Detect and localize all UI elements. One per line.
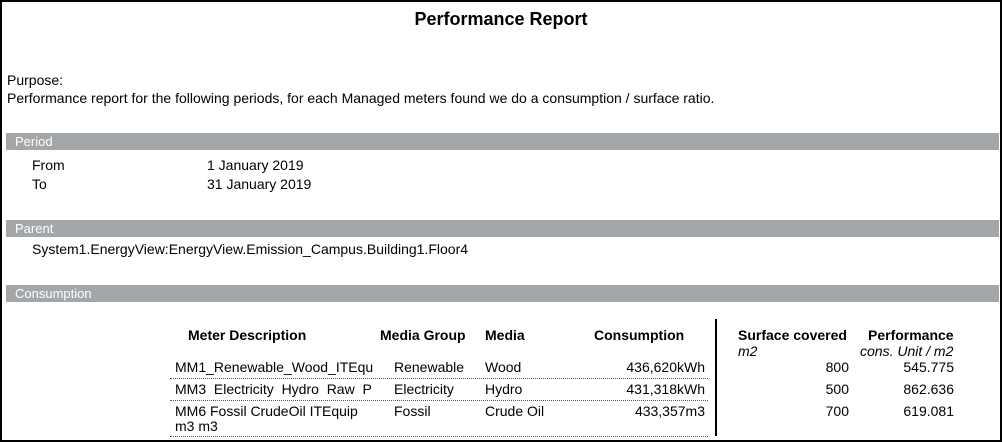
col-header-media: Media bbox=[485, 327, 525, 343]
col-header-surface-covered: Surface covered bbox=[738, 327, 847, 343]
performance-cell: 619.081 bbox=[903, 404, 954, 419]
page-title: Performance Report bbox=[414, 9, 588, 29]
section-header-parent: Parent bbox=[6, 220, 999, 237]
table-row: MM3 Electricity Hydro Raw P Electricity … bbox=[170, 379, 708, 401]
table-row-metrics: 800 545.775 bbox=[727, 357, 954, 379]
media-group-cell: Fossil bbox=[394, 404, 431, 419]
surface-cell: 500 bbox=[825, 382, 849, 397]
table-row: MM6 Fossil CrudeOil ITEquip m3 m3 Fossil… bbox=[170, 401, 708, 437]
col-header-media-group: Media Group bbox=[380, 327, 466, 343]
section-header-consumption: Consumption bbox=[6, 285, 999, 302]
media-cell: Wood bbox=[485, 360, 522, 375]
period-to-label: To bbox=[32, 176, 47, 192]
table-divider-line bbox=[715, 319, 717, 436]
meter-description-cell: MM6 Fossil CrudeOil ITEquip m3 m3 bbox=[175, 404, 362, 434]
table-row-metrics: 700 619.081 bbox=[727, 401, 954, 437]
col-header-surface-unit: m2 bbox=[738, 343, 758, 359]
col-header-meter-description: Meter Description bbox=[188, 327, 307, 343]
media-cell: Crude Oil bbox=[485, 404, 545, 419]
col-header-performance: Performance bbox=[868, 327, 954, 343]
purpose-text: Performance report for the following per… bbox=[7, 90, 715, 106]
performance-cell: 545.775 bbox=[903, 360, 954, 375]
period-from-label: From bbox=[32, 157, 65, 173]
purpose-label: Purpose: bbox=[7, 72, 64, 88]
consumption-cell: 436,620kWh bbox=[626, 360, 705, 375]
col-header-consumption: Consumption bbox=[594, 327, 685, 343]
table-row-metrics: 500 862.636 bbox=[727, 379, 954, 401]
surface-cell: 700 bbox=[825, 404, 849, 419]
consumption-cell: 431,318kWh bbox=[626, 382, 705, 397]
section-header-period: Period bbox=[6, 133, 999, 150]
consumption-table-metrics: 800 545.775 500 862.636 700 619.081 bbox=[727, 357, 954, 437]
meter-description-cell: MM3 Electricity Hydro Raw P bbox=[175, 382, 372, 397]
parent-path: System1.EnergyView:EnergyView.Emission_C… bbox=[32, 241, 469, 257]
media-cell: Hydro bbox=[485, 382, 523, 397]
media-group-cell: Renewable bbox=[394, 360, 465, 375]
period-to-value: 31 January 2019 bbox=[207, 176, 312, 192]
meter-description-cell: MM1_Renewable_Wood_ITEqu bbox=[175, 360, 374, 375]
performance-cell: 862.636 bbox=[903, 382, 954, 397]
consumption-table: MM1_Renewable_Wood_ITEqu Renewable Wood … bbox=[170, 357, 708, 437]
surface-cell: 800 bbox=[825, 360, 849, 375]
media-group-cell: Electricity bbox=[394, 382, 454, 397]
col-header-performance-unit: cons. Unit / m2 bbox=[860, 343, 954, 359]
period-from-value: 1 January 2019 bbox=[207, 157, 304, 173]
consumption-cell: 433,357m3 bbox=[634, 404, 705, 419]
table-row: MM1_Renewable_Wood_ITEqu Renewable Wood … bbox=[170, 357, 708, 379]
